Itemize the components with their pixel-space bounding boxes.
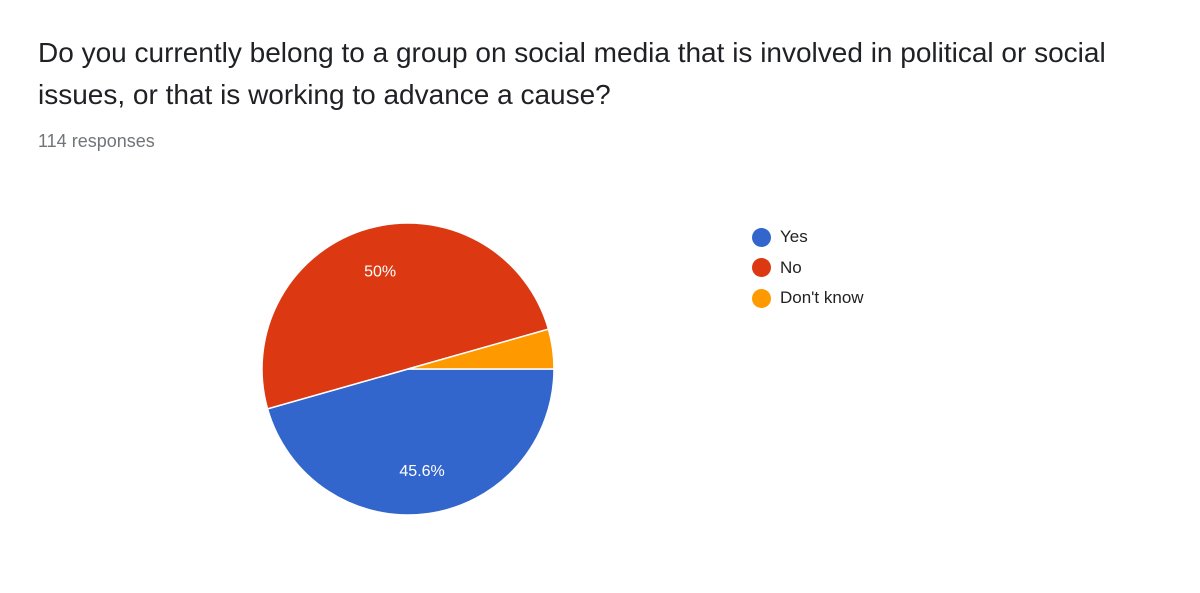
legend-swatch-dont-know bbox=[752, 288, 771, 308]
chart-legend: Yes No Don't know bbox=[752, 222, 864, 314]
legend-swatch-no bbox=[752, 258, 771, 278]
pie-slice-no[interactable] bbox=[261, 222, 550, 410]
legend-swatch-yes bbox=[752, 227, 771, 247]
pie-slice-dont-know[interactable] bbox=[407, 328, 555, 370]
response-count: 114 responses bbox=[38, 131, 155, 151]
legend-label-yes: Yes bbox=[780, 227, 808, 247]
pie-label-no: 50% bbox=[364, 264, 396, 281]
legend-item-no[interactable]: No bbox=[752, 253, 864, 284]
question-title: Do you currently belong to a group on so… bbox=[38, 37, 1106, 110]
pie-label-yes: 45.6% bbox=[399, 463, 444, 480]
legend-item-dont-know[interactable]: Don't know bbox=[752, 283, 864, 314]
legend-label-dont-know: Don't know bbox=[780, 288, 864, 308]
pie-slice-yes[interactable] bbox=[266, 368, 555, 516]
legend-item-yes[interactable]: Yes bbox=[752, 222, 864, 253]
legend-label-no: No bbox=[780, 257, 802, 277]
